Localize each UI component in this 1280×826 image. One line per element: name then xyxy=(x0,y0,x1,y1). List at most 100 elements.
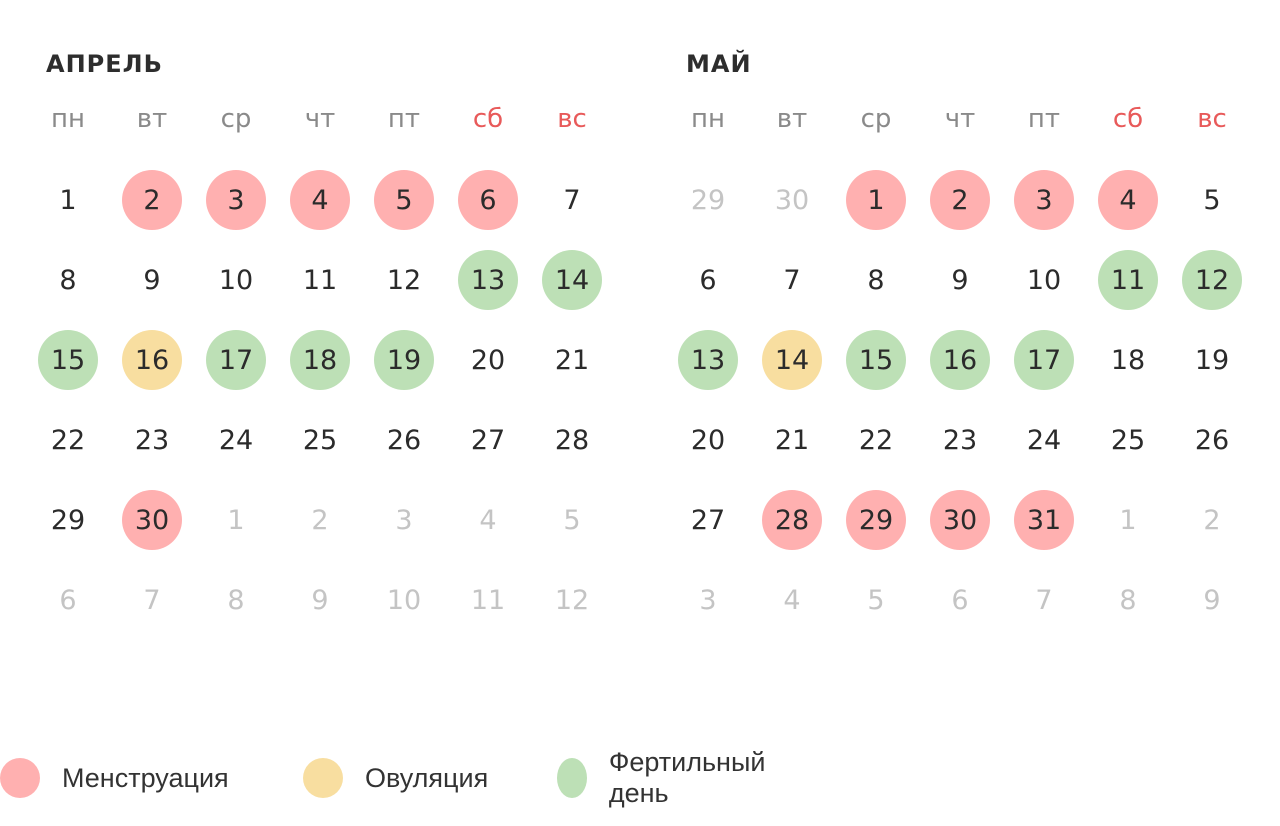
day-cell[interactable]: 7 xyxy=(783,264,801,296)
day-cell[interactable]: 8 xyxy=(867,264,885,296)
day-cell[interactable]: 9 xyxy=(143,264,161,296)
day-cell[interactable]: 9 xyxy=(951,264,969,296)
day-cell[interactable]: 9 xyxy=(1203,584,1221,616)
day-cell[interactable]: 15 xyxy=(846,330,906,390)
day-cell[interactable]: 3 xyxy=(395,504,413,536)
weekday-header: вт xyxy=(136,104,168,134)
day-cell[interactable]: 7 xyxy=(563,184,581,216)
legend-label: Менструация xyxy=(62,762,229,793)
day-cell[interactable]: 10 xyxy=(218,264,254,296)
day-cell[interactable]: 6 xyxy=(699,264,717,296)
day-cell[interactable]: 13 xyxy=(458,250,518,310)
day-cell[interactable]: 3 xyxy=(699,584,717,616)
day-cell[interactable]: 24 xyxy=(1026,424,1062,456)
day-cell[interactable]: 4 xyxy=(479,504,497,536)
day-cell[interactable]: 11 xyxy=(470,584,506,616)
day-cell[interactable]: 26 xyxy=(386,424,422,456)
legend-item-fertile: Фертильный день xyxy=(557,747,776,808)
day-cell[interactable]: 2 xyxy=(1203,504,1221,536)
weekday-header: пт xyxy=(1027,104,1061,134)
legend-item-ovulation: Овуляция xyxy=(303,758,488,798)
day-cell[interactable]: 10 xyxy=(1026,264,1062,296)
day-cell[interactable]: 13 xyxy=(678,330,738,390)
weekday-header: пт xyxy=(387,104,421,134)
day-cell[interactable]: 1 xyxy=(846,170,906,230)
day-cell[interactable]: 16 xyxy=(930,330,990,390)
day-cell[interactable]: 5 xyxy=(374,170,434,230)
day-cell[interactable]: 31 xyxy=(1014,490,1074,550)
day-cell[interactable]: 19 xyxy=(1194,344,1230,376)
day-cell[interactable]: 4 xyxy=(783,584,801,616)
day-cell[interactable]: 12 xyxy=(386,264,422,296)
weekday-header: ср xyxy=(220,104,252,134)
day-cell[interactable]: 8 xyxy=(1119,584,1137,616)
day-cell[interactable]: 21 xyxy=(774,424,810,456)
day-cell[interactable]: 24 xyxy=(218,424,254,456)
day-cell[interactable]: 3 xyxy=(206,170,266,230)
day-cell[interactable]: 4 xyxy=(1098,170,1158,230)
day-cell[interactable]: 18 xyxy=(290,330,350,390)
day-cell[interactable]: 1 xyxy=(59,184,77,216)
legend-label: Овуляция xyxy=(365,762,489,793)
day-cell[interactable]: 30 xyxy=(122,490,182,550)
day-cell[interactable]: 17 xyxy=(1014,330,1074,390)
day-cell[interactable]: 5 xyxy=(867,584,885,616)
day-cell[interactable]: 27 xyxy=(690,504,726,536)
day-cell[interactable]: 3 xyxy=(1014,170,1074,230)
weekday-header: вс xyxy=(1197,104,1227,134)
day-cell[interactable]: 30 xyxy=(930,490,990,550)
day-cell[interactable]: 8 xyxy=(59,264,77,296)
day-cell[interactable]: 4 xyxy=(290,170,350,230)
day-cell[interactable]: 2 xyxy=(930,170,990,230)
day-cell[interactable]: 16 xyxy=(122,330,182,390)
day-cell[interactable]: 19 xyxy=(374,330,434,390)
day-cell[interactable]: 7 xyxy=(143,584,161,616)
day-cell[interactable]: 28 xyxy=(554,424,590,456)
weekday-header: ср xyxy=(860,104,892,134)
day-cell[interactable]: 22 xyxy=(858,424,894,456)
day-cell[interactable]: 26 xyxy=(1194,424,1230,456)
day-cell[interactable]: 5 xyxy=(563,504,581,536)
weekday-header: пн xyxy=(691,104,725,134)
day-cell[interactable]: 17 xyxy=(206,330,266,390)
legend-item-menstruation: Менструация xyxy=(0,758,229,798)
weekday-header: сб xyxy=(472,104,504,134)
day-cell[interactable]: 8 xyxy=(227,584,245,616)
day-cell[interactable]: 12 xyxy=(554,584,590,616)
day-cell[interactable]: 6 xyxy=(951,584,969,616)
day-cell[interactable]: 29 xyxy=(50,504,86,536)
day-cell[interactable]: 7 xyxy=(1035,584,1053,616)
day-cell[interactable]: 1 xyxy=(227,504,245,536)
day-cell[interactable]: 23 xyxy=(134,424,170,456)
day-cell[interactable]: 30 xyxy=(774,184,810,216)
day-cell[interactable]: 2 xyxy=(311,504,329,536)
day-cell[interactable]: 25 xyxy=(302,424,338,456)
ovulation-dot-icon xyxy=(303,758,343,798)
day-cell[interactable]: 23 xyxy=(942,424,978,456)
day-cell[interactable]: 21 xyxy=(554,344,590,376)
day-cell[interactable]: 14 xyxy=(542,250,602,310)
day-cell[interactable]: 14 xyxy=(762,330,822,390)
day-cell[interactable]: 15 xyxy=(38,330,98,390)
day-cell[interactable]: 11 xyxy=(1098,250,1158,310)
day-cell[interactable]: 2 xyxy=(122,170,182,230)
day-cell[interactable]: 10 xyxy=(386,584,422,616)
day-cell[interactable]: 5 xyxy=(1203,184,1221,216)
day-cell[interactable]: 20 xyxy=(690,424,726,456)
day-cell[interactable]: 25 xyxy=(1110,424,1146,456)
day-cell[interactable]: 6 xyxy=(59,584,77,616)
day-cell[interactable]: 27 xyxy=(470,424,506,456)
day-cell[interactable]: 12 xyxy=(1182,250,1242,310)
day-cell[interactable]: 9 xyxy=(311,584,329,616)
weekday-header: чт xyxy=(944,104,976,134)
day-cell[interactable]: 11 xyxy=(302,264,338,296)
day-cell[interactable]: 28 xyxy=(762,490,822,550)
day-cell[interactable]: 18 xyxy=(1110,344,1146,376)
day-cell[interactable]: 1 xyxy=(1119,504,1137,536)
day-cell[interactable]: 22 xyxy=(50,424,86,456)
weekday-header: вс xyxy=(557,104,587,134)
day-cell[interactable]: 6 xyxy=(458,170,518,230)
day-cell[interactable]: 20 xyxy=(470,344,506,376)
day-cell[interactable]: 29 xyxy=(690,184,726,216)
day-cell[interactable]: 29 xyxy=(846,490,906,550)
